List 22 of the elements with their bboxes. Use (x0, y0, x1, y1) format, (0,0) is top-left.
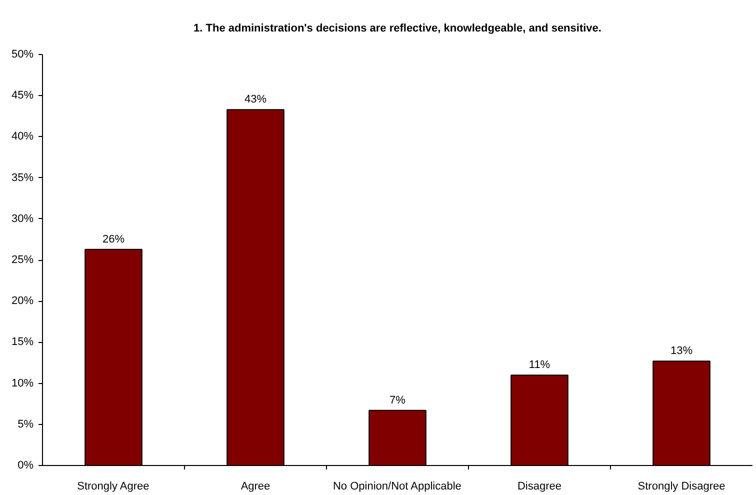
y-tick-label: 30% (11, 212, 34, 225)
y-tick-label: 50% (11, 48, 34, 60)
y-tick-label: 25% (11, 254, 34, 266)
y-tick-label: 20% (11, 295, 34, 308)
data-label: 11% (528, 359, 550, 372)
y-tick-label: 0% (18, 460, 34, 472)
x-tick-label: Disagree (517, 480, 562, 492)
data-label: 43% (244, 94, 267, 106)
y-tick-label: 15% (11, 336, 34, 348)
y-tick-label: 5% (18, 418, 34, 430)
y-tick-label: 40% (11, 130, 34, 143)
data-label: 26% (102, 233, 125, 246)
x-tick-label: Agree (240, 480, 270, 492)
data-label: 7% (390, 394, 406, 406)
x-tick-label: Strongly Disagree (638, 480, 726, 492)
y-tick-label: 45% (11, 90, 34, 102)
data-label: 13% (670, 345, 693, 358)
chart-title: 1. The administration's decisions are reflective, knowledgeable, and sensitive. (194, 22, 602, 34)
x-tick-label: No Opinion/Not Applicable (332, 480, 462, 492)
y-tick-label: 10% (11, 377, 34, 390)
y-tick-label: 35% (11, 172, 34, 184)
x-tick-label: Strongly Agree (77, 480, 150, 492)
